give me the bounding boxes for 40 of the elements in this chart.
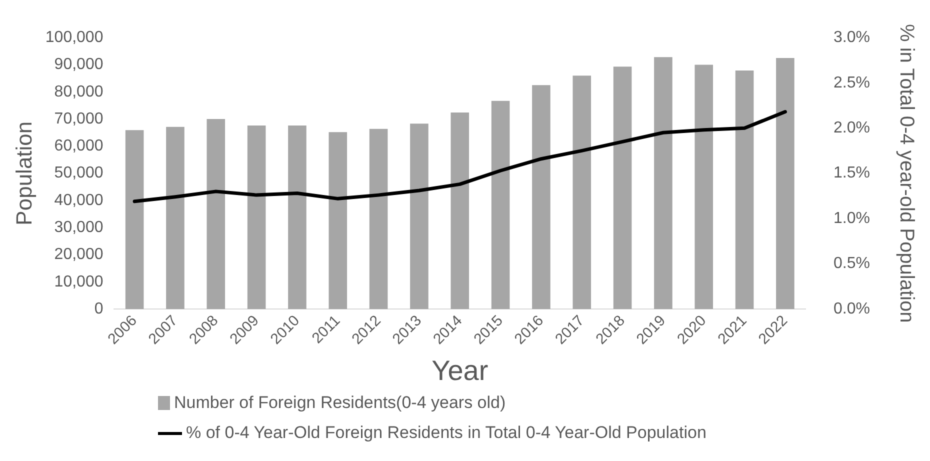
y-tick-label: 80,000 [54, 83, 104, 100]
legend-label: % of 0-4 Year-Old Foreign Residents in Total 0-4 Year-Old Population [186, 423, 706, 443]
bar [735, 70, 754, 310]
y-tick-label: 30,000 [54, 219, 104, 236]
y-tick-label: 90,000 [54, 56, 104, 74]
y2-tick-label: 2.0% [834, 120, 870, 136]
bar [369, 128, 388, 310]
bar [206, 119, 226, 310]
bar [694, 64, 714, 310]
x-axis-title: Year [432, 354, 488, 386]
bar [247, 126, 266, 310]
y-tick-label: 70,000 [54, 110, 104, 128]
bar [328, 132, 348, 310]
y-tick-label: 50,000 [54, 164, 104, 182]
y2-tick-label: 0.0% [834, 300, 870, 318]
y2-tick-label: 1.5% [834, 164, 870, 182]
bar [288, 126, 306, 310]
bar [125, 130, 144, 310]
y2-tick-label: 3.0% [834, 29, 870, 46]
y2-tick-label: 2.5% [834, 74, 870, 92]
y-tick-label: 20,000 [54, 246, 104, 264]
y-tick-label: 40,000 [54, 192, 104, 209]
bar [410, 124, 428, 310]
y-tick-label: 60,000 [54, 138, 104, 155]
bar [613, 66, 632, 310]
y2-tick-label: 1.0% [834, 210, 870, 227]
bar [491, 100, 510, 310]
y-tick-label: 100,000 [45, 29, 104, 46]
bar [572, 76, 592, 310]
y-tick-label: 10,000 [54, 273, 104, 290]
y2-tick-label: 0.5% [834, 255, 870, 272]
bar [450, 112, 470, 310]
bar [166, 126, 184, 310]
bar [776, 58, 794, 310]
bar [654, 57, 672, 310]
bar [532, 85, 550, 310]
y2-axis-title: % in Total 0-4 year-old Population [895, 24, 918, 323]
y-tick-label: 0 [94, 300, 104, 318]
y-axis-title: Population [11, 121, 36, 226]
legend-label: Number of Foreign Residents(0-4 years old) [174, 393, 506, 413]
